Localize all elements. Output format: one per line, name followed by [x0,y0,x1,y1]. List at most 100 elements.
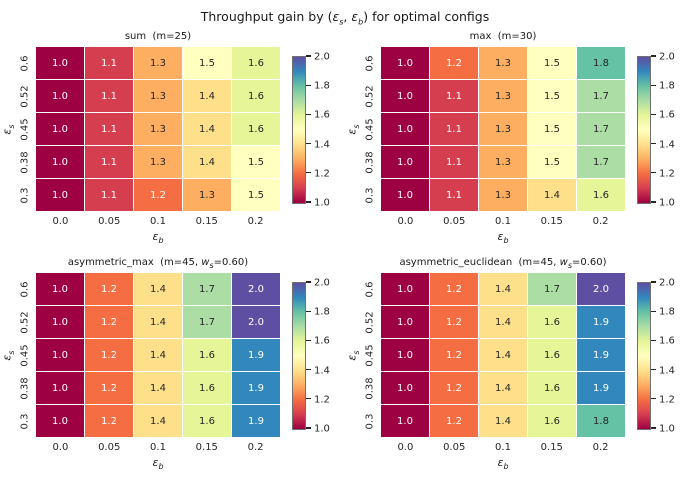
colorbar-tick [306,113,311,116]
subplot-title: max (m=30) [381,31,625,47]
subplot-body: εs 0.6 0.52 0.45 0.38 0.3 1.0 1.2 1.4 1.7 2.0 1.0… [345,273,690,437]
heatmap-cell: 1.3 [183,179,231,211]
epsilon-b-subscript: b [503,236,509,246]
colorbar-tick-label: 1.2 [659,168,675,180]
x-axis-label: εb [36,453,280,471]
heatmap-cell: 1.6 [232,47,280,79]
y-axis-label: εs [0,47,16,211]
heatmap-cell: 1.1 [85,179,133,211]
heatmap-cell: 1.4 [479,339,527,371]
epsilon-b-subscript: b [158,236,164,246]
heatmap-cell: 1.0 [381,80,429,112]
y-tick-label: 0.6 [364,281,376,297]
y-tick-label: 0.38 [19,150,31,174]
heatmap-cell: 1.6 [528,339,576,371]
heatmap-cell: 1.2 [430,339,478,371]
colorbar-tick-label: 1.0 [659,197,675,209]
heatmap-cell: 1.6 [528,405,576,437]
y-tick-label: 0.52 [19,84,31,108]
epsilon-s-subscript: s [339,17,344,27]
x-tick-label: 0.15 [195,442,218,453]
epsilon-b-subscript: b [503,462,509,472]
y-tick: 0.3 [359,405,381,437]
colorbar-tick-label: 1.2 [314,394,330,406]
heatmap-cell: 1.4 [479,405,527,437]
y-tick: 0.52 [359,306,381,338]
x-tick-label: 0.15 [540,216,563,227]
epsilon-s-subscript: s [351,123,361,129]
heatmap-cell: 1.6 [528,372,576,404]
heatmap-cell: 1.9 [232,405,280,437]
colorbar-gradient [637,282,651,430]
x-axis-label: εb [381,453,625,472]
heatmap-cell: 1.3 [479,146,527,178]
heatmap-cell: 1.2 [85,405,133,437]
subplot-title-text: =0.60) [213,257,249,268]
colorbar-tick-label: 1.8 [659,80,675,92]
subplot-sum: sum (m=25) εs 0.6 0.52 0.45 0.38 0.3 1.0 1.1 1… [0,31,345,246]
x-tick-label: 0.2 [247,442,264,453]
y-tick-label: 0.38 [364,150,376,174]
heatmap-cell: 1.5 [528,113,576,145]
heatmap-cell: 1.0 [36,405,84,437]
x-tick-label: 0.2 [592,442,609,453]
subplot-asymmetric-max: asymmetric_max (m=45, ws=0.60) εs 0.6 0.5… [0,257,345,471]
heatmap-cell: 1.4 [134,339,182,371]
colorbar-tick-label: 1.8 [314,80,330,92]
x-tick-label: 0.15 [540,442,563,453]
colorbar-tick-label: 1.6 [659,335,675,347]
y-tick-label: 0.38 [364,376,376,400]
colorbar-gradient [292,56,306,204]
y-tick-label: 0.38 [19,376,31,400]
heatmap-cell: 1.0 [381,113,429,145]
y-tick: 0.3 [14,405,36,437]
heatmap-cell: 1.2 [85,339,133,371]
colorbar: 1.0 1.2 1.4 1.6 1.8 2.0 [637,273,685,437]
heatmap-cell: 2.0 [232,273,280,305]
epsilon-b-symbol: ε [497,230,504,243]
heatmap-cell: 1.4 [134,306,182,338]
y-tick: 0.45 [359,113,381,145]
y-tick-label: 0.6 [364,55,376,71]
x-axis-label: εb [381,227,625,246]
epsilon-s-subscript: s [6,123,16,129]
y-tick-label: 0.3 [19,413,31,429]
heatmap-grid: 1.0 1.2 1.4 1.7 2.0 1.0 1.2 1.4 1.6 1.9 1.0 1.2 1.4 1… [381,273,625,437]
epsilon-s-symbol: ε [0,128,14,135]
heatmap-cell: 1.9 [232,372,280,404]
y-tick: 0.52 [359,80,381,112]
y-axis-label: εs [345,47,361,211]
colorbar-gradient [292,282,306,430]
heatmap-cell: 1.3 [134,146,182,178]
heatmap-cell: 1.4 [134,372,182,404]
heatmap-cell: 2.0 [232,306,280,338]
colorbar-tick [651,84,656,86]
y-tick-labels: 0.6 0.52 0.45 0.38 0.3 [359,47,381,211]
y-tick-label: 0.52 [364,310,376,334]
colorbar-tick-label: 2.0 [314,277,330,289]
heatmap-cell: 1.0 [381,306,429,338]
colorbar-tick-label: 2.0 [659,277,675,289]
heatmap-cell: 1.5 [232,146,280,178]
y-tick-labels: 0.6 0.52 0.45 0.38 0.3 [14,47,36,211]
subplot-title: asymmetric_max (m=45, ws=0.60) [36,257,280,273]
y-tick-label: 0.3 [19,187,31,203]
heatmap-cell: 1.2 [430,47,478,79]
heatmap-grid: 1.0 1.1 1.3 1.5 1.6 1.0 1.1 1.3 1.4 1.6 1.0 1.1 1.3 1… [36,47,280,211]
y-tick-label: 0.3 [364,187,376,203]
heatmap-cell: 1.1 [430,146,478,178]
heatmap-cell: 1.6 [183,405,231,437]
y-tick-label: 0.52 [19,310,31,334]
heatmap-cell: 1.3 [134,113,182,145]
epsilon-b-symbol: ε [497,456,504,469]
x-tick-label: 0.1 [495,442,511,453]
colorbar-tick-label: 1.0 [314,197,330,209]
x-tick-label: 0.2 [592,216,609,227]
colorbar-tick [306,368,311,371]
colorbar-tick [306,310,311,312]
y-tick: 0.45 [14,339,36,371]
x-tick-label: 0.05 [98,216,121,227]
heatmap-cell: 1.0 [381,179,429,211]
colorbar-tick-label: 1.6 [314,335,330,347]
subplot-title-text: asymmetric_euclidean (m=45, [399,257,560,268]
